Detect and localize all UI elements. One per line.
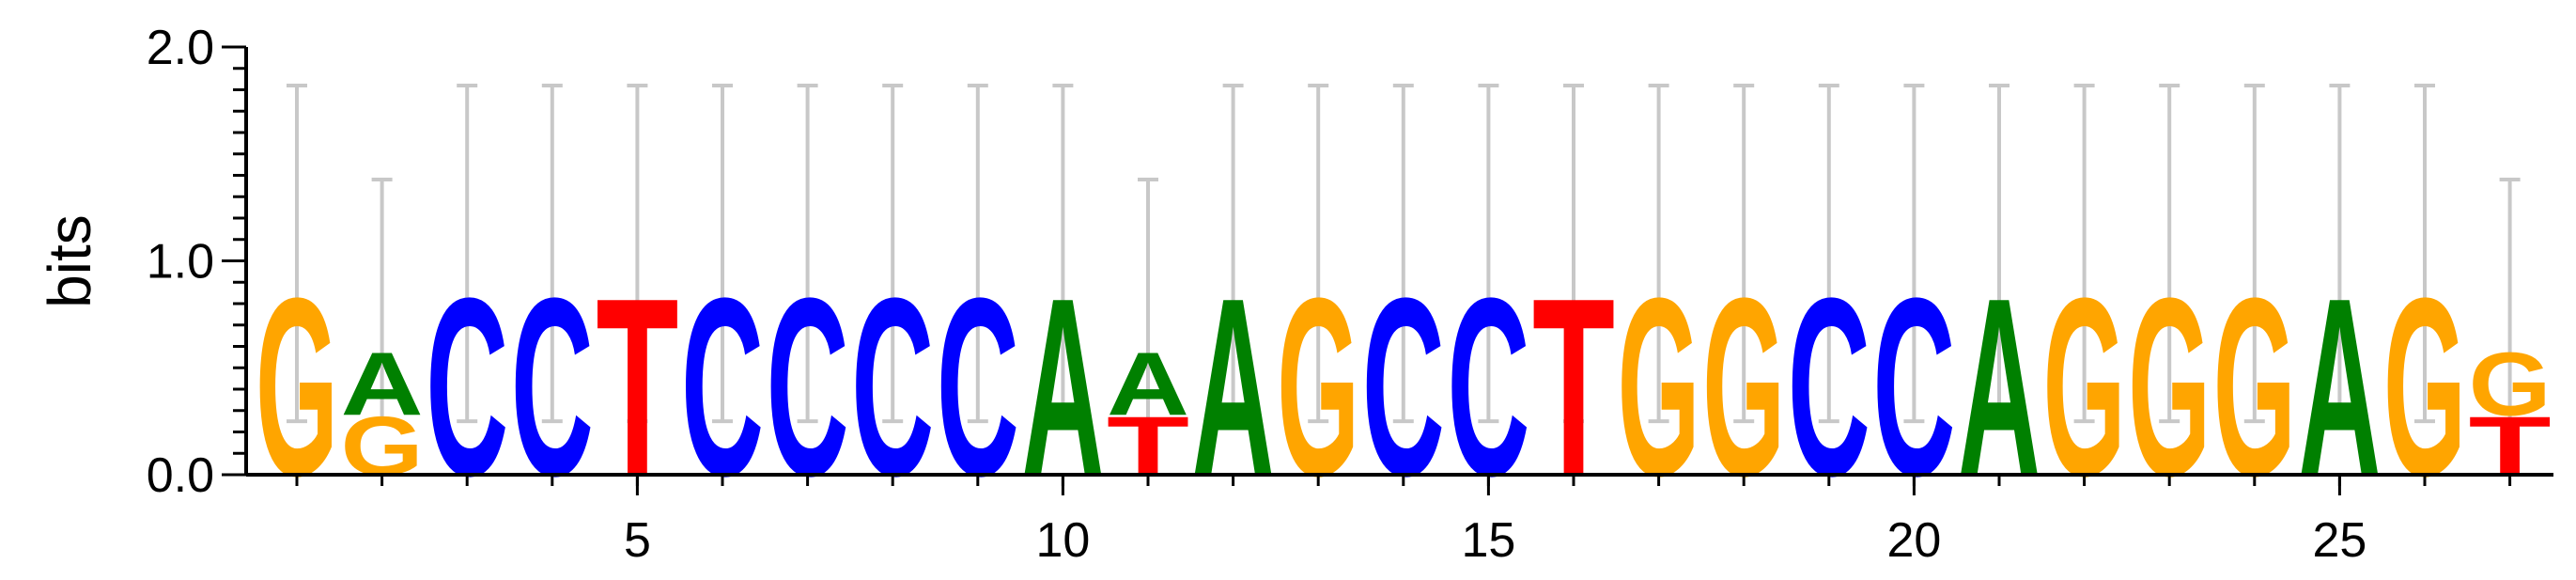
error-bar [797,83,818,424]
x-tick-label: 20 [1886,513,1941,568]
logo-letter-c: C [851,245,934,529]
logo-letter-c: C [511,245,594,529]
error-bar [1989,83,2010,424]
logo-letter-a: A [341,335,424,434]
error-bar [2159,83,2180,424]
logo-letter-a: A [1107,335,1189,434]
logo-letter-c: C [1788,245,1870,529]
logo-letter-c: C [681,245,764,529]
error-bar [371,178,393,424]
logo-letter-g: G [1277,245,1359,528]
x-tick-label: 5 [624,513,651,568]
error-bar [2499,178,2521,424]
logo-letter-g: G [2383,245,2466,528]
x-tick-label: 25 [2312,513,2367,568]
y-tick-label: 1.0 [147,235,214,290]
logo-letter-c: C [937,245,1019,529]
error-bar [882,83,904,424]
logo-letter-g: G [2469,335,2552,435]
error-bar [1222,83,1244,424]
error-bar [627,83,648,424]
error-bars [287,83,2521,424]
error-bar [1733,83,1755,424]
error-bar [541,83,563,424]
logo-letter-c: C [426,245,508,529]
y-tick-label: 0.0 [147,448,214,503]
error-bar [1052,83,1074,424]
error-bar [1903,83,1925,424]
x-ticks: 5 10 15 20 25 [295,475,2512,568]
error-bar [1563,83,1584,424]
logo-letter-c: C [767,245,849,529]
error-bar [2329,83,2351,424]
error-bar [1138,178,1158,424]
y-axis-label: bits [36,214,103,308]
logo-letter-g: G [2128,245,2211,528]
x-tick-label: 15 [1461,513,1515,568]
logo-letter-t: T [1532,244,1615,528]
error-bar [1308,83,1329,424]
logo-letter-g: G [2213,245,2296,528]
error-bar [1478,83,1499,424]
error-bar [287,83,307,424]
logo-letter-g: G [1702,245,1785,528]
error-bar [1392,83,1414,424]
logo-letter-g: G [1618,245,1700,528]
y-ticks: 0.0 1.0 2.0 [147,21,246,503]
logo-letter-a: A [1192,245,1275,529]
logo-letter-a: A [1958,245,2041,529]
error-bar [2414,83,2435,424]
error-bar [712,83,733,424]
error-bar [2073,83,2095,424]
logo-letter-c: C [1362,245,1445,529]
logo-letter-g: G [256,245,338,528]
letter-stacks: G GA C C T C C C C A TA A G C C T G G C C A G G G A G TG [256,244,2552,529]
error-bar [1648,83,1669,424]
y-tick-label: 2.0 [147,21,214,75]
error-bar [457,83,478,424]
error-bar [1818,83,1839,424]
error-bar [967,83,988,424]
error-bar [2243,83,2265,424]
axes: 0.0 1.0 2.0 5 10 15 20 25 [147,21,2553,568]
x-tick-label: 10 [1035,513,1090,568]
logo-letter-g: G [2043,245,2126,528]
